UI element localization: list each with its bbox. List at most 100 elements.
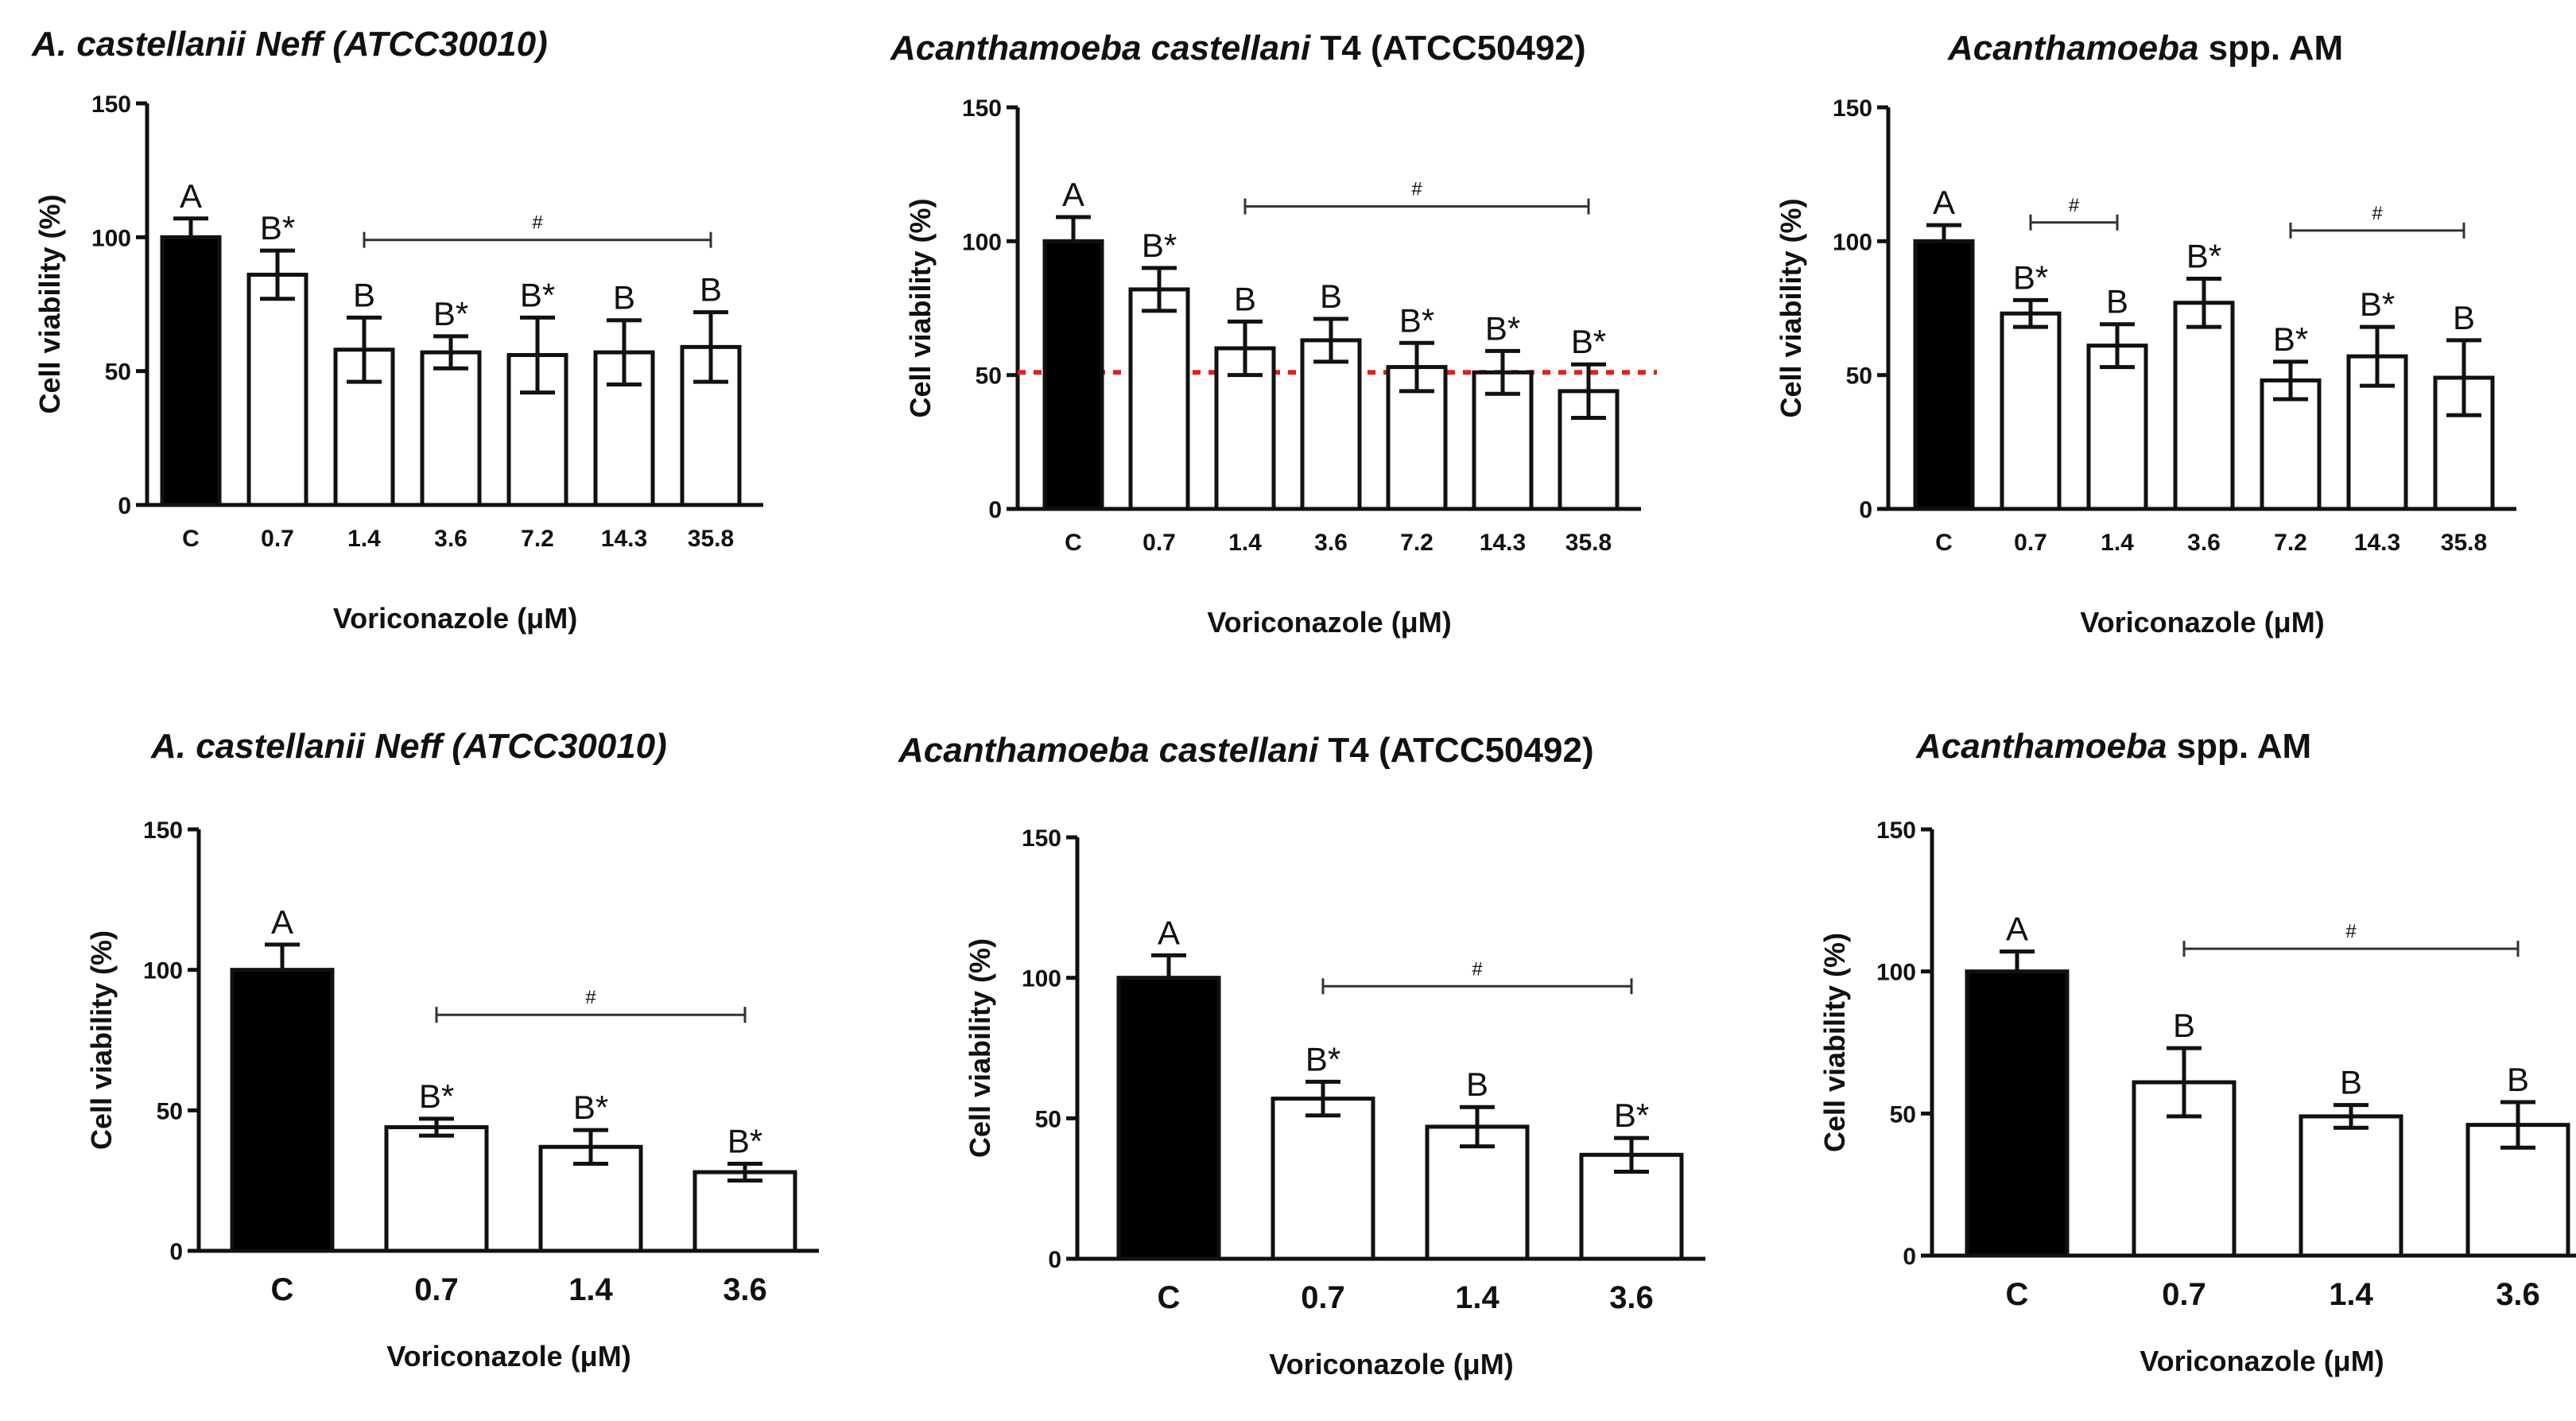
significance-letter: B* xyxy=(1399,301,1434,339)
significance-letter: A xyxy=(1062,176,1084,213)
significance-letter: A xyxy=(1933,184,1955,221)
bar xyxy=(1913,239,1975,511)
chart-title: Acanthamoeba castellani T4 (ATCC50492) xyxy=(890,29,1586,68)
y-tick-label: 150 xyxy=(962,95,1002,122)
x-tick-label: 14.3 xyxy=(2354,530,2400,556)
chart-5: Acanthamoeba castellani T4 (ATCC50492) 0 5… xyxy=(898,731,1705,1380)
significance-letter: A xyxy=(2006,910,2028,948)
bar xyxy=(2000,311,2062,511)
significance-letter: B* xyxy=(573,1089,608,1126)
x-tick-label: 14.3 xyxy=(601,526,647,552)
significance-letter: B* xyxy=(1485,309,1520,347)
significance-letter: B xyxy=(2507,1061,2529,1098)
significance-letter: B xyxy=(613,279,635,316)
bracket-label: # xyxy=(2372,203,2383,224)
significance-letter: B xyxy=(1320,278,1342,315)
y-tick-label: 150 xyxy=(143,817,183,844)
bracket-label: # xyxy=(585,987,596,1008)
y-tick-label: 0 xyxy=(169,1239,183,1265)
y-tick-label: 150 xyxy=(1833,95,1872,122)
y-tick-label: 0 xyxy=(1859,497,1872,523)
significance-letter: A xyxy=(271,903,293,941)
y-tick-label: 100 xyxy=(1022,966,1061,992)
chart-panel-6: Acanthamoeba spp. AM 0 50 100 150 Cell viabil… xyxy=(1717,710,2576,1420)
chart-title: Acanthamoeba castellani T4 (ATCC50492) xyxy=(898,731,1594,770)
significance-letter: B xyxy=(1234,280,1256,317)
y-tick-label: 50 xyxy=(976,363,1002,390)
y-tick-label: 50 xyxy=(1035,1106,1061,1132)
bar xyxy=(2086,344,2148,511)
bar xyxy=(1271,1097,1375,1261)
significance-letter: B* xyxy=(1142,227,1177,264)
bar xyxy=(420,350,482,507)
significance-letter: B* xyxy=(727,1122,762,1159)
x-tick-label: 7.2 xyxy=(1400,530,1433,556)
x-tick-label: C xyxy=(1158,1280,1181,1315)
significance-letter: B xyxy=(2340,1064,2362,1101)
y-axis-label: Cell viability (%) xyxy=(1775,198,1807,417)
chart-title: A. castellanii Neff (ATCC30010) xyxy=(31,25,548,64)
y-tick-label: 100 xyxy=(91,225,131,251)
y-tick-label: 50 xyxy=(105,359,131,386)
x-axis-label: Voriconazole (μM) xyxy=(333,602,577,635)
chart-panel-2: Acanthamoeba castellani T4 (ATCC50492) 0 5… xyxy=(859,0,1717,710)
y-tick-label: 50 xyxy=(157,1098,183,1124)
y-axis-label: Cell viability (%) xyxy=(33,194,66,413)
chart-4: A. castellanii Neff (ATCC30010) 0 50 100 150… xyxy=(85,727,819,1372)
chart-1: A. castellanii Neff (ATCC30010) 0 50 100 150… xyxy=(31,25,763,635)
x-tick-label: 3.6 xyxy=(723,1272,767,1307)
bracket-label: # xyxy=(1411,179,1422,200)
bar xyxy=(1965,969,2070,1258)
chart-panel-5: Acanthamoeba castellani T4 (ATCC50492) 0 5… xyxy=(859,710,1717,1420)
bar xyxy=(2173,301,2235,511)
x-tick-label: 3.6 xyxy=(434,526,467,552)
significance-letter: B xyxy=(2173,1007,2195,1044)
x-tick-label: 3.6 xyxy=(2187,530,2221,556)
bar xyxy=(1116,976,1221,1261)
y-axis-label: Cell viability (%) xyxy=(964,938,996,1158)
chart-panel-3: Acanthamoeba spp. AM 0 50 100 150 Cell viabil… xyxy=(1717,0,2576,710)
x-tick-label: 1.4 xyxy=(568,1272,613,1307)
bracket-label: # xyxy=(532,212,543,234)
y-tick-label: 100 xyxy=(143,958,183,984)
x-tick-label: 0.7 xyxy=(414,1272,459,1307)
y-tick-label: 150 xyxy=(1022,825,1061,852)
x-tick-label: 3.6 xyxy=(1314,530,1348,556)
significance-letter: A xyxy=(1158,914,1180,951)
y-tick-label: 0 xyxy=(1048,1247,1061,1273)
bar xyxy=(2299,1114,2403,1258)
bracket-label: # xyxy=(2345,921,2357,942)
x-tick-label: 3.6 xyxy=(2496,1277,2540,1312)
y-axis-label: Cell viability (%) xyxy=(85,930,118,1150)
significance-letter: B* xyxy=(520,276,555,313)
bar xyxy=(1300,338,1362,511)
significance-letter: B* xyxy=(419,1077,454,1115)
x-tick-label: 3.6 xyxy=(1609,1280,1654,1315)
significance-letter: B* xyxy=(1305,1040,1340,1077)
x-tick-label: 1.4 xyxy=(347,526,381,552)
y-axis-label: Cell viability (%) xyxy=(1818,933,1851,1152)
x-tick-label: 14.3 xyxy=(1480,530,1526,556)
chart-6: Acanthamoeba spp. AM 0 50 100 150 Cell viabil… xyxy=(1818,727,2576,1377)
y-tick-label: 50 xyxy=(1846,363,1872,390)
significance-letter: B xyxy=(2106,283,2128,320)
x-tick-label: 1.4 xyxy=(2329,1277,2373,1312)
significance-letter: B xyxy=(2453,299,2475,336)
bar xyxy=(692,1170,797,1253)
significance-letter: B* xyxy=(2186,237,2221,274)
x-tick-label: 0.7 xyxy=(2014,530,2047,556)
bar xyxy=(1042,239,1104,511)
significance-letter: B* xyxy=(1614,1097,1649,1134)
significance-letter: B* xyxy=(1571,323,1606,360)
y-tick-label: 150 xyxy=(1876,817,1916,844)
y-tick-label: 100 xyxy=(1876,960,1916,986)
bracket-label: # xyxy=(2069,195,2080,216)
y-tick-label: 0 xyxy=(1903,1244,1916,1270)
significance-letter: A xyxy=(180,177,202,215)
x-axis-label: Voriconazole (μM) xyxy=(2140,1345,2384,1377)
significance-letter: B xyxy=(700,271,722,309)
x-tick-label: 1.4 xyxy=(2101,530,2134,556)
x-tick-label: 1.4 xyxy=(1228,530,1262,556)
x-tick-label: 0.7 xyxy=(2162,1277,2206,1312)
significance-letter: B* xyxy=(2273,320,2308,358)
